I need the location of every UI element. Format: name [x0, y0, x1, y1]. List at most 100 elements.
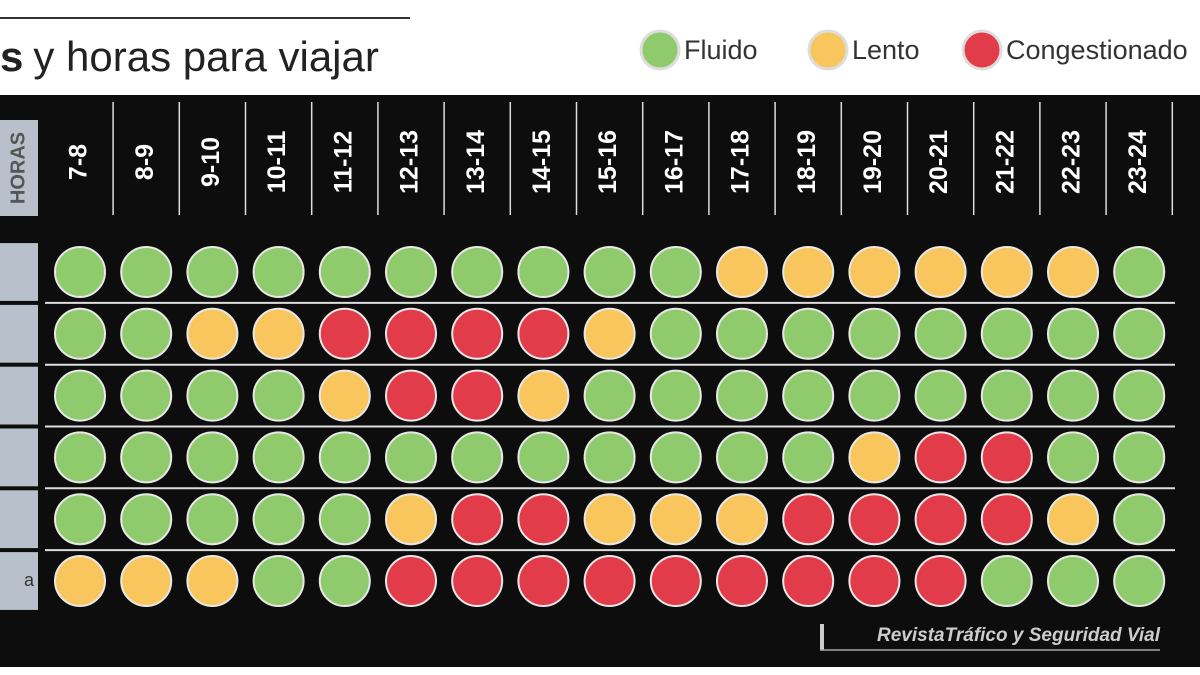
status-dot — [716, 555, 768, 607]
status-dot — [385, 246, 437, 298]
row-label-box — [0, 552, 38, 610]
status-dot — [1047, 431, 1099, 484]
hour-label: 9-10 — [197, 137, 225, 187]
status-dot — [649, 307, 702, 360]
status-dot — [1047, 493, 1099, 546]
status-dot — [1047, 555, 1099, 607]
status-dot — [120, 431, 173, 484]
status-dot — [252, 307, 305, 360]
status-dot — [318, 246, 371, 298]
status-dot — [186, 246, 239, 298]
status-dot — [186, 307, 239, 360]
status-dot — [120, 493, 173, 546]
hour-label: 14-15 — [528, 130, 556, 194]
status-dot — [186, 555, 239, 607]
status-dot — [649, 246, 702, 298]
row-label-box — [0, 243, 38, 301]
hour-label: 17-18 — [727, 130, 755, 194]
hour-label: 22-23 — [1058, 130, 1086, 194]
status-dot — [385, 307, 437, 360]
hour-label: 15-16 — [594, 130, 622, 194]
status-dot — [1047, 369, 1099, 422]
status-dot — [385, 493, 437, 546]
status-dot — [517, 431, 570, 484]
status-dot — [517, 369, 570, 422]
status-dot — [848, 246, 901, 298]
status-dot — [848, 369, 901, 422]
hour-label: 23-24 — [1124, 130, 1152, 194]
status-dot — [782, 493, 835, 546]
hour-label: 16-17 — [660, 130, 688, 194]
status-dot — [980, 246, 1033, 298]
row-label-box — [0, 490, 38, 549]
row-label-box — [0, 366, 38, 425]
status-dot — [252, 431, 305, 484]
status-dot — [583, 246, 636, 298]
status-dot — [517, 555, 570, 607]
status-dot — [583, 555, 636, 607]
status-dot — [649, 493, 702, 546]
status-dot — [782, 246, 835, 298]
status-dot — [1113, 431, 1166, 484]
hour-label: 20-21 — [925, 130, 953, 194]
status-dot — [583, 493, 636, 546]
status-dot — [451, 307, 504, 360]
legend-label: Congestionado — [1006, 35, 1188, 65]
status-dot — [1113, 369, 1166, 422]
legend-swatch — [807, 29, 849, 71]
status-dot — [980, 555, 1033, 607]
hour-label: 18-19 — [793, 130, 821, 194]
hour-label: 10-11 — [263, 131, 291, 194]
legend-label: Fluido — [684, 35, 758, 65]
hour-label: 11-12 — [329, 131, 357, 194]
status-dot — [1113, 493, 1166, 546]
status-dot — [583, 431, 636, 484]
legend-swatch — [961, 29, 1003, 71]
status-dot — [716, 431, 768, 484]
hour-label: 12-13 — [396, 130, 424, 194]
status-dot — [914, 307, 967, 360]
hour-label: 8-9 — [131, 144, 159, 180]
status-dot — [782, 555, 835, 607]
status-dot — [517, 307, 570, 360]
corner-box — [0, 120, 38, 216]
status-dot — [385, 555, 437, 607]
status-dot — [716, 246, 768, 298]
legend-label: Lento — [852, 35, 920, 65]
status-dot — [782, 307, 835, 360]
status-dot — [1047, 307, 1099, 360]
status-dot — [252, 493, 305, 546]
row-label: a — [24, 570, 35, 590]
status-dot — [848, 307, 901, 360]
status-dot — [318, 555, 371, 607]
status-dot — [980, 307, 1033, 360]
status-dot — [980, 493, 1033, 546]
status-dot — [914, 369, 967, 422]
status-dot — [782, 431, 835, 484]
status-dot — [318, 369, 371, 422]
status-dot — [782, 369, 835, 422]
status-dot — [1113, 307, 1166, 360]
status-dot — [980, 369, 1033, 422]
hour-label: 13-14 — [462, 130, 490, 194]
status-dot — [186, 431, 239, 484]
credit-bar — [820, 624, 824, 650]
status-dot — [1113, 555, 1166, 607]
status-dot — [716, 493, 768, 546]
status-dot — [583, 369, 636, 422]
status-dot — [54, 307, 106, 360]
status-dot — [120, 369, 173, 422]
status-dot — [120, 307, 173, 360]
title-bold: s — [0, 33, 23, 80]
status-dot — [914, 493, 967, 546]
status-dot — [914, 431, 967, 484]
status-dot — [649, 431, 702, 484]
status-dot — [54, 431, 106, 484]
hour-label: 7-8 — [65, 144, 93, 180]
row-label-box — [0, 304, 38, 363]
status-dot — [649, 555, 702, 607]
status-dot — [848, 555, 901, 607]
